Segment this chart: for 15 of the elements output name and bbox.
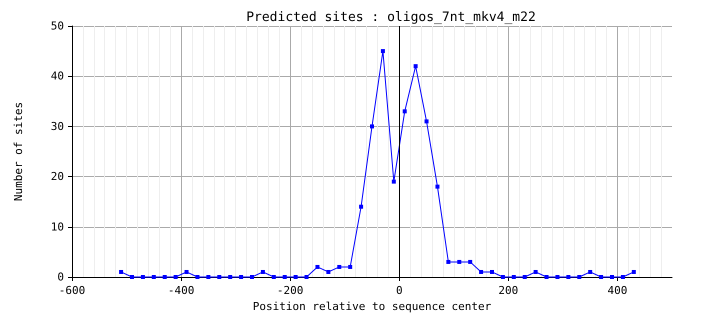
x-tick-label: -600 — [58, 284, 86, 297]
y-tick-label: 30 — [50, 120, 64, 133]
y-tick-label: 20 — [50, 170, 64, 184]
x-tick-label: 200 — [498, 284, 518, 297]
y-tick-label: 40 — [50, 70, 64, 83]
x-tick-label: 0 — [396, 284, 403, 297]
x-tick-label: -400 — [168, 284, 194, 297]
y-tick-label: 0 — [57, 270, 64, 284]
y-tick-label: 10 — [50, 220, 64, 234]
y-tick-label: 50 — [50, 20, 64, 32]
x-axis-title: Position relative to sequence center — [252, 300, 492, 313]
chart-title: Predicted sites : oligos_7nt_mkv4_m22 — [246, 10, 536, 25]
y-axis-title: Number of sites — [12, 102, 25, 202]
x-tick-label: -200 — [276, 284, 304, 297]
x-tick-label: 400 — [608, 284, 628, 297]
